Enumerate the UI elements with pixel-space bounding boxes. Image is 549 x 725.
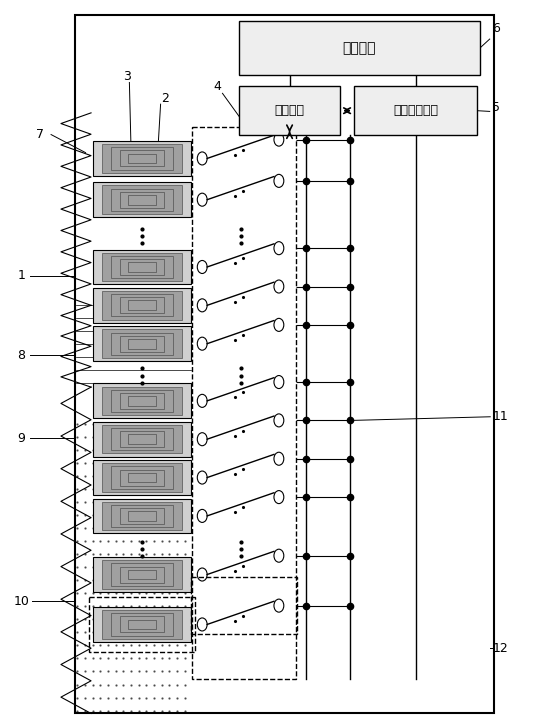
Text: 11: 11 <box>492 410 508 423</box>
Bar <box>239 21 480 75</box>
Bar <box>75 15 494 713</box>
Bar <box>128 195 155 204</box>
Bar <box>120 297 164 313</box>
Bar <box>93 607 191 642</box>
Bar <box>120 259 164 275</box>
Bar <box>93 249 191 284</box>
Text: 6: 6 <box>492 22 500 35</box>
Text: 12: 12 <box>492 642 508 655</box>
Bar <box>128 620 155 629</box>
Bar <box>120 191 164 207</box>
Bar <box>93 288 191 323</box>
Text: 2: 2 <box>161 92 169 105</box>
Bar <box>111 188 173 211</box>
Bar <box>120 566 164 582</box>
Bar <box>128 300 155 310</box>
Bar <box>120 336 164 352</box>
Bar <box>192 128 296 679</box>
Bar <box>354 86 477 136</box>
Bar <box>102 463 182 492</box>
Bar <box>93 499 191 534</box>
Bar <box>102 291 182 320</box>
Bar <box>128 262 155 272</box>
Bar <box>102 610 182 639</box>
Text: 8: 8 <box>18 349 25 362</box>
Text: 3: 3 <box>123 70 131 83</box>
Bar <box>120 470 164 486</box>
Bar <box>93 384 191 418</box>
Bar <box>102 253 182 281</box>
Text: 10: 10 <box>14 594 30 608</box>
Bar <box>93 422 191 457</box>
Text: 5: 5 <box>492 102 500 115</box>
Bar <box>93 326 191 361</box>
Bar <box>191 577 298 634</box>
Bar <box>102 560 182 589</box>
Bar <box>111 466 173 489</box>
Bar <box>102 502 182 530</box>
Bar <box>111 613 173 636</box>
Bar <box>102 144 182 173</box>
Bar <box>89 597 195 652</box>
Bar <box>102 329 182 358</box>
Bar <box>128 339 155 349</box>
Bar <box>128 570 155 579</box>
Text: 9: 9 <box>18 432 25 445</box>
Bar <box>93 557 191 592</box>
Bar <box>102 186 182 214</box>
Text: 数据采集电路: 数据采集电路 <box>393 104 438 117</box>
Bar <box>111 147 173 170</box>
Bar <box>120 431 164 447</box>
Bar <box>102 425 182 453</box>
Text: 1: 1 <box>18 269 25 282</box>
Bar <box>111 563 173 586</box>
Bar <box>93 460 191 495</box>
Bar <box>128 154 155 163</box>
Bar <box>120 508 164 524</box>
Bar <box>111 294 173 316</box>
Text: 微控制器: 微控制器 <box>274 104 305 117</box>
Bar <box>111 505 173 527</box>
Bar <box>120 393 164 409</box>
Bar <box>128 473 155 482</box>
Bar <box>128 396 155 406</box>
Bar <box>93 182 191 217</box>
Text: 7: 7 <box>36 128 44 141</box>
Bar <box>111 428 173 450</box>
Bar <box>93 141 191 175</box>
Bar <box>239 86 340 136</box>
Text: 4: 4 <box>213 80 221 93</box>
Bar <box>102 386 182 415</box>
Bar <box>120 616 164 632</box>
Bar <box>120 151 164 167</box>
Bar <box>128 434 155 444</box>
Bar <box>111 390 173 412</box>
Bar <box>111 333 173 355</box>
Bar <box>128 511 155 521</box>
Text: 电源电路: 电源电路 <box>343 41 376 55</box>
Bar <box>111 256 173 278</box>
